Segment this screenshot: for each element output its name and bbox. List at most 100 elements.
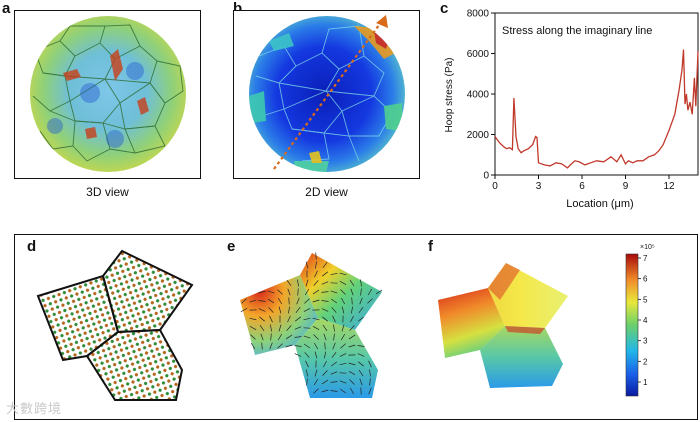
arrow bbox=[303, 343, 311, 349]
arrow bbox=[313, 334, 319, 340]
arrow bbox=[294, 326, 302, 330]
colorbar-exponent: ×10⁵ bbox=[640, 244, 655, 251]
x-tick-label: 3 bbox=[536, 181, 542, 192]
arrow bbox=[249, 325, 257, 331]
arrow bbox=[360, 279, 362, 287]
arrow bbox=[349, 325, 355, 331]
arrow bbox=[285, 334, 293, 340]
panel-d-grain-diagram bbox=[36, 249, 194, 401]
arrow bbox=[340, 343, 346, 349]
colorbar-tick-label: 7 bbox=[643, 254, 648, 263]
arrow bbox=[330, 371, 338, 375]
arrow bbox=[297, 279, 299, 287]
grain-boundaries-a bbox=[32, 24, 184, 162]
x-tick-label: 0 bbox=[492, 181, 498, 192]
arrow bbox=[294, 336, 302, 338]
grain-d-top bbox=[101, 249, 194, 334]
arrow bbox=[249, 317, 257, 321]
panel-f-stress-map bbox=[438, 263, 568, 388]
arrow bbox=[270, 333, 272, 341]
arrow bbox=[268, 307, 274, 313]
panel-label-b: b bbox=[233, 0, 243, 17]
y-tick-label: 6000 bbox=[467, 49, 490, 60]
arrow bbox=[287, 306, 291, 314]
arrow bbox=[306, 378, 308, 386]
arrow bbox=[304, 352, 310, 358]
imaginary-line-arrowhead bbox=[376, 15, 388, 28]
arrow bbox=[277, 289, 283, 295]
arrow bbox=[350, 315, 354, 323]
arrow bbox=[294, 345, 302, 347]
arrow bbox=[333, 324, 335, 332]
arrow bbox=[330, 298, 338, 304]
arrow bbox=[321, 389, 329, 393]
chart-ylabel: Hoop stress (Pa) bbox=[444, 57, 455, 132]
arrow bbox=[312, 289, 320, 295]
x-tick-label: 12 bbox=[663, 181, 675, 192]
arrow bbox=[304, 288, 310, 296]
imaginary-line bbox=[273, 20, 383, 170]
colorbar-tick-label: 3 bbox=[643, 337, 648, 346]
grain-d-bottom bbox=[85, 328, 184, 401]
arrow bbox=[357, 316, 365, 322]
arrow bbox=[286, 279, 292, 287]
arrow bbox=[296, 297, 300, 305]
arrow bbox=[312, 299, 320, 303]
arrow bbox=[331, 307, 337, 313]
panel-a-caption: 3D view bbox=[86, 185, 129, 199]
arrow bbox=[350, 288, 354, 296]
arrow bbox=[339, 380, 347, 384]
arrow bbox=[260, 333, 264, 341]
arrow bbox=[321, 379, 329, 385]
arrow bbox=[241, 298, 247, 304]
arrow bbox=[303, 308, 311, 312]
arrow bbox=[323, 360, 327, 368]
arrow bbox=[313, 342, 319, 350]
arrow bbox=[368, 387, 372, 395]
arrow bbox=[330, 272, 338, 276]
arrow bbox=[333, 333, 335, 341]
arrow bbox=[330, 290, 338, 294]
grain-boundaries-b bbox=[255, 25, 393, 162]
panel-label-c: c bbox=[440, 0, 449, 17]
chart-title: Stress along the imaginary line bbox=[502, 25, 652, 37]
arrow bbox=[340, 289, 346, 295]
arrow bbox=[332, 342, 336, 350]
arrow bbox=[339, 353, 347, 357]
arrow bbox=[340, 333, 346, 341]
hoop-stress-series-line bbox=[494, 49, 699, 169]
arrow bbox=[295, 306, 301, 314]
arrow bbox=[341, 306, 345, 314]
grain-f-left bbox=[438, 288, 505, 358]
arrow bbox=[303, 335, 311, 339]
arrow bbox=[306, 369, 308, 377]
arrow bbox=[314, 351, 318, 359]
y-tick-label: 8000 bbox=[467, 9, 490, 20]
arrow bbox=[312, 317, 320, 321]
y-tick-label: 0 bbox=[483, 171, 489, 182]
arrow bbox=[313, 378, 319, 386]
arrow bbox=[332, 315, 336, 323]
watermark: 大數跨境 bbox=[6, 401, 63, 416]
arrow bbox=[258, 291, 266, 293]
grain-f-bottom bbox=[480, 326, 563, 388]
arrow bbox=[303, 317, 311, 321]
panel-b-2d-view-image bbox=[249, 15, 405, 172]
arrow bbox=[277, 333, 283, 341]
arrow bbox=[312, 325, 320, 331]
arrow bbox=[323, 351, 327, 359]
arrow bbox=[324, 342, 326, 350]
arrow bbox=[240, 307, 248, 313]
arrow bbox=[277, 297, 283, 305]
arrow bbox=[285, 344, 293, 348]
arrow bbox=[305, 279, 309, 287]
arrow bbox=[367, 298, 373, 304]
arrow bbox=[359, 297, 363, 305]
arrow bbox=[278, 306, 282, 314]
arrow bbox=[369, 369, 371, 377]
arrow bbox=[313, 280, 319, 286]
arrow bbox=[348, 362, 356, 366]
arrow bbox=[330, 381, 338, 383]
arrow bbox=[358, 369, 364, 377]
arrow bbox=[350, 306, 354, 314]
